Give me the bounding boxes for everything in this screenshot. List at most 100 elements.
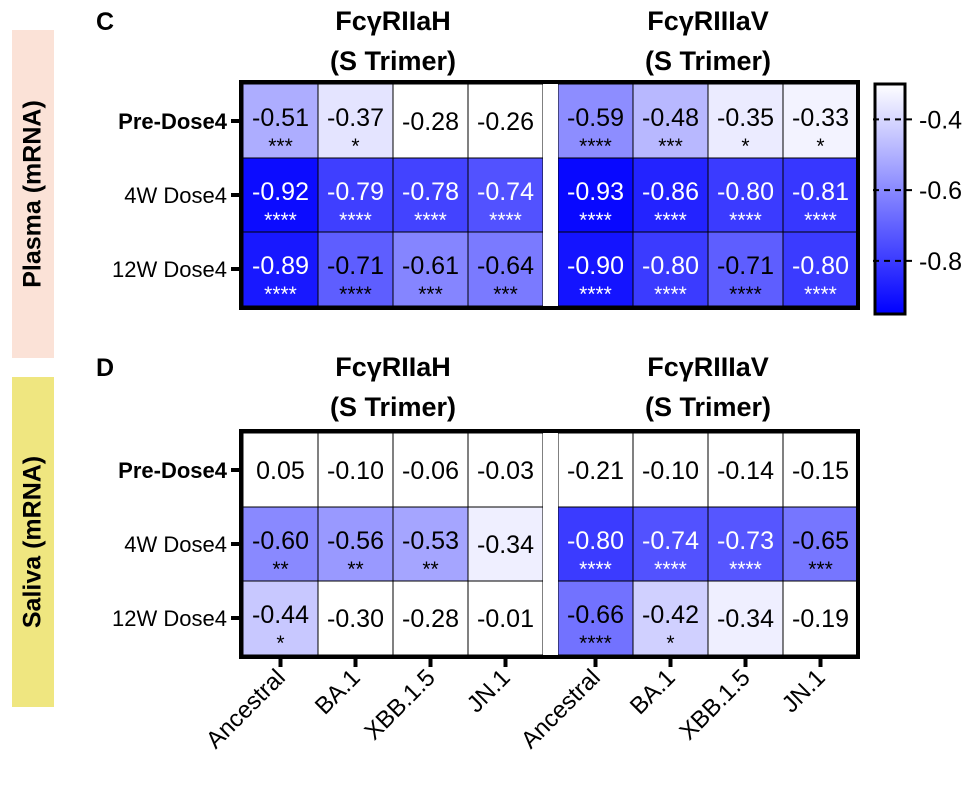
panel-d-cell-value: -0.44 — [252, 601, 309, 629]
panel-d-cell-stars: ** — [347, 558, 363, 581]
panel-c-cell-value: -0.28 — [402, 108, 459, 136]
panel-c-cell-stars: **** — [339, 209, 372, 232]
panel-d-row-label: 12W Dose4 — [112, 606, 227, 631]
panel-c-heatmap-cell — [317, 83, 394, 159]
panel-d-cell-value: -0.15 — [792, 457, 849, 485]
panel-c-group-1-title: FcγRIIaH — [335, 6, 451, 36]
saliva-side-label: Saliva (mRNA) — [12, 377, 54, 707]
panel-c-cell-stars: **** — [264, 209, 297, 232]
panel-c-cell-value: -0.80 — [792, 252, 849, 280]
panel-d-cell-value: -0.42 — [642, 601, 699, 629]
panel-c-heatmap-cell — [707, 231, 784, 307]
panel-c-cell-stars: *** — [493, 283, 518, 306]
panel-d-cell-value: -0.34 — [477, 531, 534, 559]
x-axis-tick-label: XBB.1.5 — [674, 664, 755, 745]
colorbar-tick-label: -0.6 — [919, 177, 962, 205]
panel-d-cell-value: -0.74 — [642, 527, 699, 555]
panel-c-cell-value: -0.71 — [717, 252, 774, 280]
panel-c-cell-value: -0.33 — [792, 104, 849, 132]
panel-c-cell-value: -0.78 — [402, 178, 459, 206]
panel-d-cell-value: -0.30 — [327, 605, 384, 633]
panel-d-cell-stars: **** — [579, 632, 612, 655]
panel-c-cell-value: -0.61 — [402, 252, 459, 280]
colorbar-tick-label: -0.8 — [919, 248, 962, 276]
panel-d-heatmap-cell — [467, 580, 544, 656]
panel-c-cell-value: -0.86 — [642, 178, 699, 206]
panel-d-cell-value: -0.53 — [402, 527, 459, 555]
panel-c-cell-stars: *** — [418, 283, 443, 306]
panel-c-group-2-subtitle: (S Trimer) — [645, 46, 771, 76]
panel-c-heatmap-cell — [557, 231, 634, 307]
panel-c-cell-value: -0.37 — [327, 104, 384, 132]
panel-c-cell-stars: **** — [489, 209, 522, 232]
panel-c-cell-stars: *** — [658, 135, 683, 158]
panel-d-group-1-title: FcγRIIaH — [335, 352, 451, 382]
panel-d-cell-value: -0.73 — [717, 527, 774, 555]
panel-c-cell-value: -0.81 — [792, 178, 849, 206]
panel-d-cell-stars: **** — [579, 558, 612, 581]
panel-d-cell-stars: ** — [422, 558, 438, 581]
panel-c-heatmap-cell — [632, 231, 709, 307]
panel-c-heatmap-cell — [392, 83, 469, 159]
panel-d-heatmap-cell — [707, 506, 784, 582]
panel-c-cell-stars: **** — [654, 209, 687, 232]
panel-d-cell-value: -0.80 — [567, 527, 624, 555]
panel-d-heatmap-cell — [707, 432, 784, 508]
panel-c-gap-column — [543, 84, 558, 306]
panel-c-heatmap-cell — [392, 157, 469, 233]
panel-c-heatmap-cell — [467, 83, 544, 159]
panel-c-heatmap-frame — [239, 80, 860, 310]
panel-c-row-label: 12W Dose4 — [112, 257, 227, 282]
panel-c-cell-value: -0.64 — [477, 252, 534, 280]
panel-c-heatmap-cell — [782, 231, 859, 307]
panel-c-cell-value: -0.79 — [327, 178, 384, 206]
panel-d-cell-value: -0.10 — [642, 457, 699, 485]
panel-c-row-label: 4W Dose4 — [124, 183, 227, 208]
x-axis-tick-label: JN.1 — [777, 664, 831, 718]
panel-d-letter: D — [96, 354, 114, 382]
panel-d-heatmap-cell — [557, 580, 634, 656]
panel-c-cell-stars: **** — [804, 209, 837, 232]
colorbar — [873, 82, 907, 316]
panel-c-heatmap-cell — [557, 83, 634, 159]
x-axis-tick-label: BA.1 — [310, 664, 366, 720]
panel-c-heatmap-cell — [632, 157, 709, 233]
panel-d-cell-value: -0.06 — [402, 457, 459, 485]
panel-d-row-label: 4W Dose4 — [124, 532, 227, 557]
panel-d-heatmap-cell — [557, 506, 634, 582]
panel-c-cell-stars: **** — [654, 283, 687, 306]
panel-d-cell-value: -0.03 — [477, 457, 534, 485]
panel-c-heatmap-cell — [392, 231, 469, 307]
panel-d-heatmap-cell — [632, 580, 709, 656]
panel-d-cell-stars: ** — [272, 558, 288, 581]
panel-d-gap-column — [543, 433, 558, 655]
x-axis-tick-label: Ancestral — [516, 664, 606, 754]
panel-c-heatmap-cell — [467, 157, 544, 233]
x-axis-tick-label: XBB.1.5 — [359, 664, 440, 745]
panel-c-cell-value: -0.26 — [477, 108, 534, 136]
panel-c-group-2-title: FcγRIIIaV — [647, 6, 769, 36]
panel-c-cell-value: -0.35 — [717, 104, 774, 132]
panel-d-cell-value: -0.66 — [567, 601, 624, 629]
panel-d-heatmap-cell — [242, 506, 319, 582]
panel-d-cell-value: -0.28 — [402, 605, 459, 633]
panel-d-cell-stars: *** — [808, 558, 833, 581]
panel-c-cell-value: -0.89 — [252, 252, 309, 280]
panel-c-cell-value: -0.90 — [567, 252, 624, 280]
panel-d-group-1-subtitle: (S Trimer) — [330, 392, 456, 422]
panel-c-cell-value: -0.51 — [252, 104, 309, 132]
panel-c-cell-stars: **** — [579, 283, 612, 306]
colorbar-tick-label: -0.4 — [919, 106, 962, 134]
panel-d-row-label: Pre-Dose4 — [118, 458, 228, 483]
panel-d-cell-value: -0.10 — [327, 457, 384, 485]
panel-d-cell-value: -0.34 — [717, 605, 774, 633]
panel-c-row-label: Pre-Dose4 — [118, 109, 228, 134]
panel-c-cell-stars: **** — [264, 283, 297, 306]
panel-d-cell-stars: * — [276, 632, 284, 655]
panel-c-cell-value: -0.74 — [477, 178, 534, 206]
panel-c-cell-stars: * — [741, 135, 749, 158]
panel-c-cell-stars: * — [351, 135, 359, 158]
panel-c-cell-value: -0.71 — [327, 252, 384, 280]
panel-d-cell-value: -0.01 — [477, 605, 534, 633]
